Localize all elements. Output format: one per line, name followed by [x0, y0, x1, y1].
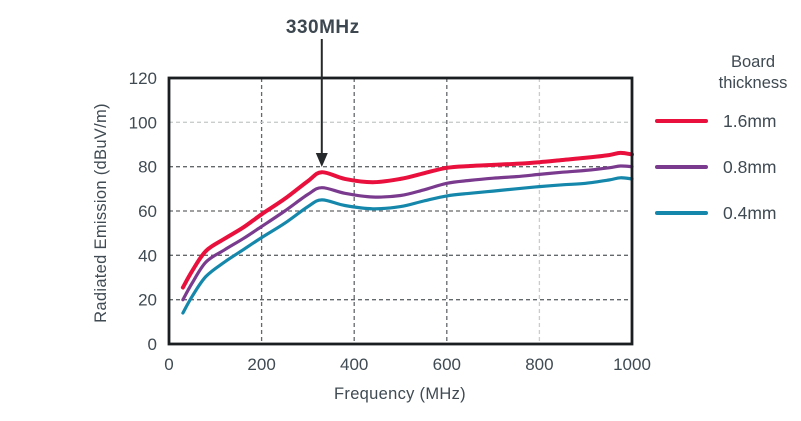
series-lines — [180, 150, 634, 315]
series-line-0.4mm — [181, 176, 634, 315]
x-axis-title: Frequency (MHz) — [334, 385, 466, 403]
annotation-330mhz: 330MHz — [286, 17, 360, 167]
y-axis-title: Radiated Emission (dBuV/m) — [92, 103, 110, 323]
x-tick-label-1000: 1000 — [613, 355, 651, 374]
y-tick-label-80: 80 — [138, 158, 157, 177]
annotation-arrow-head-icon — [315, 153, 328, 167]
x-tick-label-400: 400 — [340, 355, 368, 374]
x-axis-tick-labels: 0 200 400 600 800 1000 — [164, 355, 651, 374]
gridlines — [169, 78, 632, 344]
y-tick-label-100: 100 — [129, 113, 157, 132]
y-tick-label-0: 0 — [148, 335, 157, 354]
y-tick-label-20: 20 — [138, 291, 157, 310]
y-tick-label-120: 120 — [129, 69, 157, 88]
x-tick-label-200: 200 — [247, 355, 275, 374]
plot-border — [167, 76, 634, 346]
x-tick-label-0: 0 — [164, 355, 173, 374]
y-tick-label-40: 40 — [138, 246, 157, 265]
x-tick-label-600: 600 — [433, 355, 461, 374]
y-axis-tick-labels: 0 20 40 60 80 100 120 — [129, 69, 157, 354]
y-tick-label-60: 60 — [138, 202, 157, 221]
annotation-label: 330MHz — [286, 17, 360, 38]
series-line-1.6mm — [180, 150, 634, 290]
x-tick-label-800: 800 — [525, 355, 553, 374]
series-line-0.8mm — [181, 164, 634, 302]
